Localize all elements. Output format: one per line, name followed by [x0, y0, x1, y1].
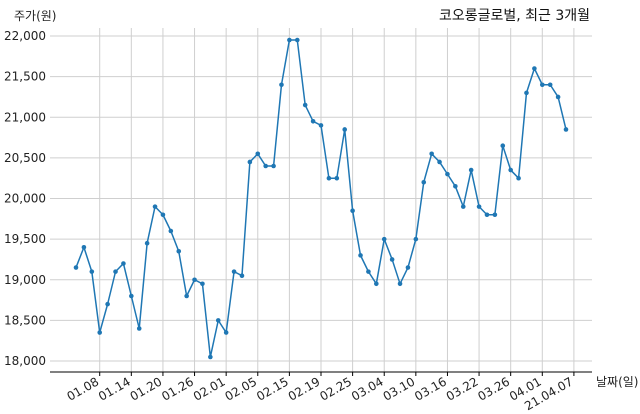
- data-point: [192, 277, 197, 283]
- data-point: [389, 257, 395, 262]
- data-point: [453, 184, 458, 189]
- data-point: [350, 208, 355, 213]
- y-tick-label: 20,500: [4, 151, 46, 165]
- data-point: [484, 212, 490, 218]
- data-point: [215, 318, 221, 323]
- x-tick-label: 02.01: [191, 374, 228, 403]
- data-point: [524, 90, 529, 96]
- x-tick-label: 02.19: [286, 374, 323, 403]
- x-axis-label: 날짜(일): [596, 375, 638, 389]
- y-tick-labels: 18,000 18,500 19,000 19,500 20,000 20,500 21,0…: [4, 29, 46, 368]
- data-point: [429, 151, 434, 157]
- x-tick-label: 01.20: [128, 374, 165, 403]
- data-point: [105, 301, 110, 307]
- data-point: [500, 143, 506, 148]
- data-point: [287, 37, 292, 43]
- chart-title: 코오롱글로벌, 최근 3개월: [439, 8, 590, 24]
- y-tick-label: 21,000: [4, 110, 46, 124]
- x-tick-label: 03.04: [349, 374, 386, 403]
- data-point: [437, 159, 442, 165]
- data-point: [508, 167, 513, 173]
- data-point: [302, 102, 308, 108]
- y-tick-label: 18,000: [4, 354, 46, 368]
- data-point: [445, 171, 450, 177]
- y-tick-label: 21,500: [4, 70, 46, 84]
- data-point: [97, 330, 103, 335]
- data-point: [318, 123, 324, 128]
- y-tick-label: 18,500: [4, 313, 46, 327]
- data-point: [89, 269, 95, 274]
- data-point: [476, 204, 482, 209]
- x-tick-label: 01.14: [96, 374, 133, 403]
- y-tick-label: 19,500: [4, 232, 46, 246]
- data-point: [160, 212, 166, 218]
- y-axis-label: 주가(원): [14, 9, 56, 23]
- data-point: [405, 265, 411, 270]
- data-point: [539, 82, 545, 88]
- x-tick-label: 03.16: [412, 374, 449, 403]
- data-point: [358, 253, 363, 258]
- data-point: [532, 66, 537, 71]
- data-point: [555, 94, 561, 100]
- data-point: [468, 167, 474, 173]
- data-point: [168, 228, 174, 234]
- data-point: [334, 175, 340, 181]
- y-tick-label: 19,000: [4, 273, 46, 287]
- data-point: [247, 159, 253, 165]
- data-point: [136, 326, 142, 331]
- data-point: [176, 249, 182, 254]
- series-group: [73, 37, 569, 360]
- data-point: [129, 293, 134, 299]
- data-point: [152, 204, 158, 209]
- x-tick-label: 01.26: [159, 374, 196, 403]
- data-point: [81, 244, 87, 250]
- data-point: [342, 127, 348, 132]
- x-tick-label: 03.22: [444, 374, 481, 403]
- x-tick-label: 02.15: [254, 374, 291, 403]
- data-point: [366, 269, 371, 274]
- data-point: [326, 175, 332, 181]
- data-point: [184, 293, 189, 299]
- data-point: [208, 354, 213, 360]
- y-tick-label: 22,000: [4, 29, 46, 43]
- y-tick-label: 20,000: [4, 192, 46, 206]
- data-point: [516, 175, 521, 181]
- x-tick-label: 03.26: [475, 374, 512, 403]
- data-point: [381, 236, 387, 242]
- data-point: [144, 240, 150, 246]
- data-point: [231, 269, 237, 274]
- data-point: [279, 82, 284, 88]
- data-point: [73, 265, 79, 270]
- data-point: [374, 281, 379, 287]
- data-point: [200, 281, 205, 287]
- x-tick-label: 02.05: [223, 374, 260, 403]
- grid: [50, 28, 592, 372]
- data-point: [271, 163, 276, 169]
- data-point: [397, 281, 403, 287]
- x-tick-labels: 01.0801.1401.2001.2602.0102.0502.1502.19…: [64, 372, 575, 413]
- data-point: [263, 163, 268, 169]
- x-tick-label: 03.10: [381, 374, 418, 403]
- data-point: [421, 179, 427, 185]
- x-tick-label: 01.08: [64, 374, 101, 403]
- data-point: [460, 204, 466, 209]
- data-point: [492, 212, 498, 218]
- data-point: [113, 269, 118, 274]
- data-point: [310, 119, 316, 124]
- data-point: [255, 151, 261, 157]
- data-point: [563, 127, 569, 132]
- x-tick-label: 02.25: [317, 374, 354, 403]
- data-point: [239, 273, 245, 278]
- data-point: [121, 261, 126, 266]
- data-point: [413, 236, 419, 242]
- data-point: [223, 330, 229, 335]
- data-point: [294, 37, 300, 43]
- data-point: [547, 82, 553, 88]
